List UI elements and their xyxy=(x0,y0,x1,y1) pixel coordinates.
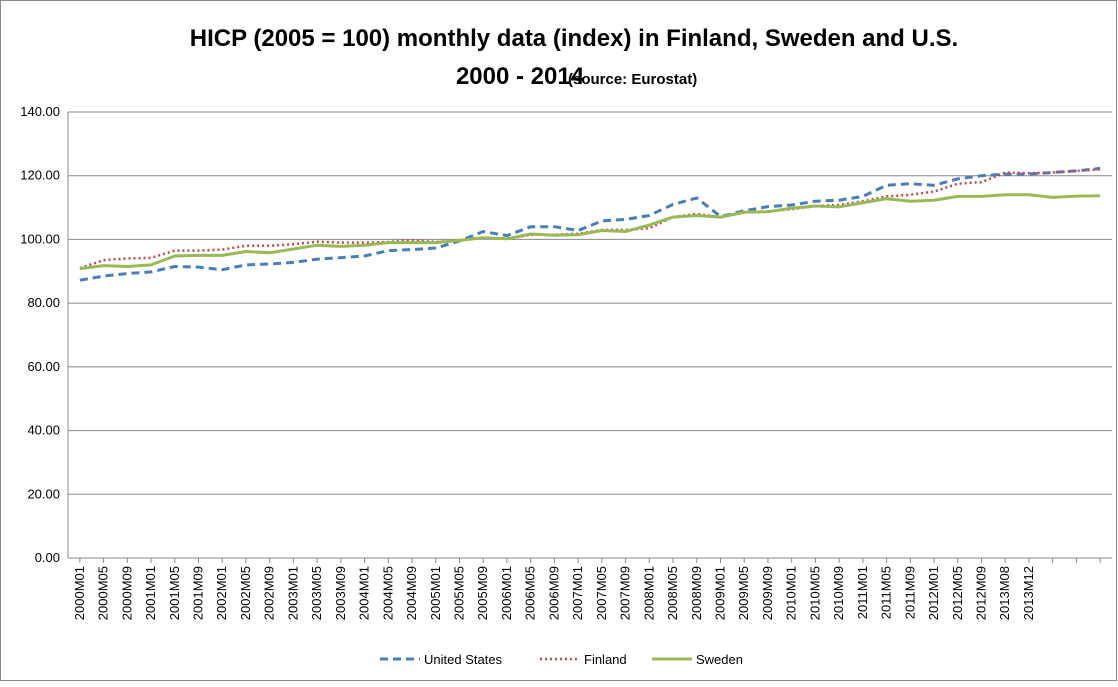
chart-subtitle: 2000 - 2014 xyxy=(456,63,585,90)
x-tick-label: 2013M12 xyxy=(1021,566,1036,620)
x-tick-label: 2004M01 xyxy=(357,566,372,620)
x-tick-label: 2003M01 xyxy=(285,566,300,620)
x-tick-label: 2010M09 xyxy=(831,566,846,620)
x-tick-label: 2002M05 xyxy=(238,566,253,620)
x-tick-label: 2007M09 xyxy=(618,566,633,620)
x-tick-label: 2012M05 xyxy=(950,566,965,620)
y-tick-label: 20.00 xyxy=(27,486,60,501)
x-tick-label: 2009M05 xyxy=(736,566,751,620)
x-tick-label: 2011M09 xyxy=(902,566,917,619)
y-tick-label: 140.00 xyxy=(20,104,60,119)
x-tick-label: 2011M05 xyxy=(879,566,894,619)
y-tick-label: 80.00 xyxy=(27,295,60,310)
x-tick-label: 2008M09 xyxy=(689,566,704,620)
legend-label: Sweden xyxy=(696,652,743,667)
y-tick-label: 0.00 xyxy=(35,550,60,565)
x-tick-label: 2007M05 xyxy=(594,566,609,620)
x-tick-label: 2002M01 xyxy=(214,566,229,620)
x-tick-label: 2012M01 xyxy=(926,566,941,620)
x-tick-label: 2001M09 xyxy=(191,566,206,620)
x-tick-label: 2013M08 xyxy=(997,566,1012,620)
x-tick-label: 2004M09 xyxy=(404,566,419,620)
x-tick-label: 2008M01 xyxy=(641,566,656,620)
series-line xyxy=(79,166,1101,282)
x-tick-label: 2001M05 xyxy=(167,566,182,620)
source-note: (source: Eurostat) xyxy=(568,71,697,88)
x-tick-label: 2006M05 xyxy=(523,566,538,620)
y-tick-label: 60.00 xyxy=(27,359,60,374)
x-tick-label: 2008M05 xyxy=(665,566,680,620)
legend-label: United States xyxy=(424,652,503,667)
x-tick-label: 2009M01 xyxy=(713,566,728,620)
x-tick-label: 2004M05 xyxy=(380,566,395,620)
x-tick-label: 2000M01 xyxy=(72,566,87,620)
legend-label: Finland xyxy=(584,652,627,667)
y-tick-label: 120.00 xyxy=(20,168,60,183)
x-tick-label: 2006M01 xyxy=(499,566,514,620)
x-tick-label: 2007M01 xyxy=(570,566,585,620)
x-tick-label: 2003M09 xyxy=(333,566,348,620)
x-tick-label: 2010M01 xyxy=(784,566,799,620)
series-line xyxy=(79,193,1101,271)
x-tick-label: 2000M09 xyxy=(119,566,134,620)
x-tick-label: 2002M09 xyxy=(262,566,277,620)
x-tick-label: 2006M09 xyxy=(546,566,561,620)
x-tick-label: 2010M05 xyxy=(807,566,822,620)
x-tick-label: 2009M09 xyxy=(760,566,775,620)
x-tick-label: 2000M05 xyxy=(96,566,111,620)
x-tick-label: 2012M09 xyxy=(974,566,989,620)
y-tick-label: 40.00 xyxy=(27,423,60,438)
x-tick-label: 2003M05 xyxy=(309,566,324,620)
x-tick-label: 2011M01 xyxy=(855,566,870,619)
chart-title: HICP (2005 = 100) monthly data (index) i… xyxy=(190,25,958,52)
x-tick-label: 2005M01 xyxy=(428,566,443,620)
x-tick-label: 2005M05 xyxy=(452,566,467,620)
x-tick-label: 2001M01 xyxy=(143,566,158,620)
x-tick-label: 2005M09 xyxy=(475,566,490,620)
y-tick-label: 100.00 xyxy=(20,231,60,246)
